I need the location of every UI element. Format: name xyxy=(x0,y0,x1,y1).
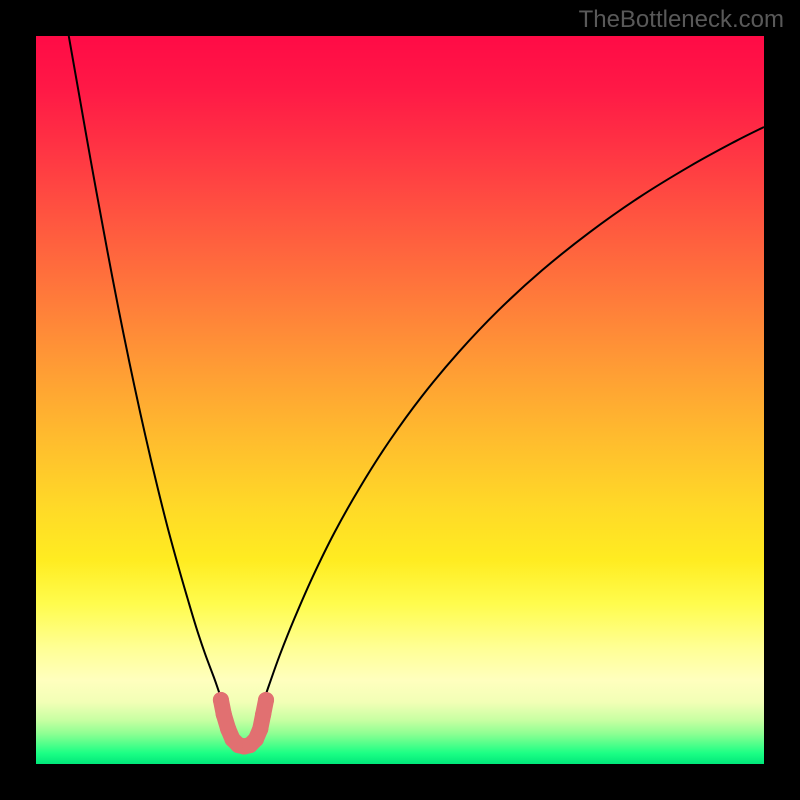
curve-layer xyxy=(36,36,764,764)
watermark-text: TheBottleneck.com xyxy=(579,6,784,34)
chart-root: TheBottleneck.com xyxy=(0,0,800,800)
bottom-u-marker xyxy=(213,692,274,755)
plot-area xyxy=(36,36,764,764)
curve-left-branch xyxy=(69,36,223,702)
curve-right-branch xyxy=(263,127,764,702)
